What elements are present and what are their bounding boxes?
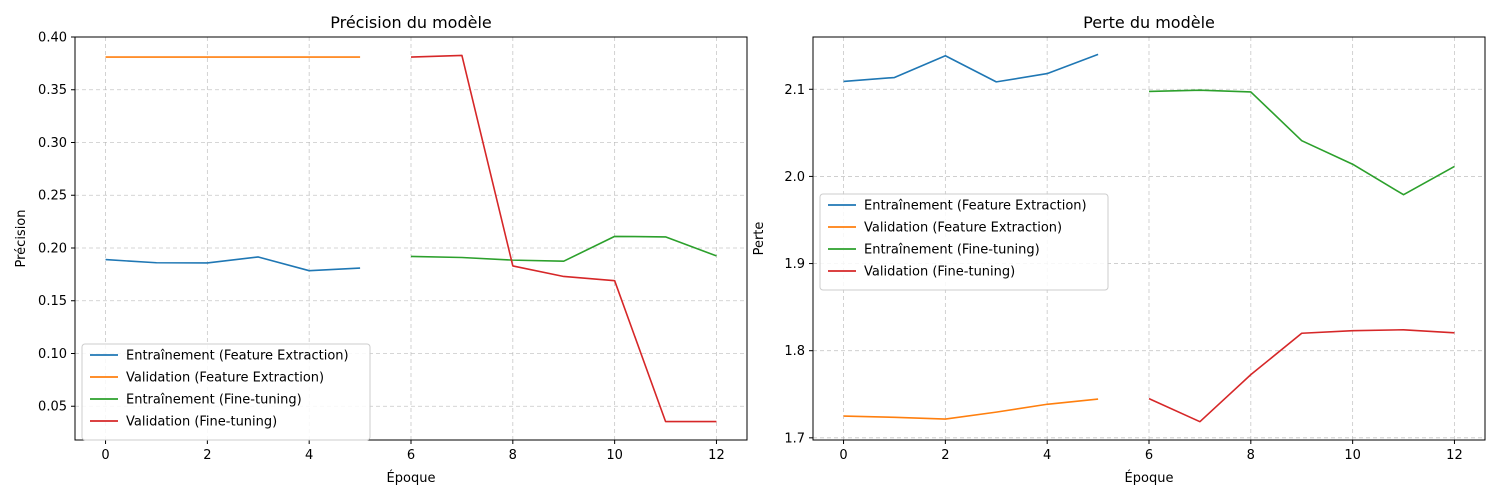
y-tick-label: 0.35 [38,83,67,98]
x-tick-label: 2 [941,448,949,463]
legend-label-2: Validation (Feature Extraction) [864,221,1062,236]
x-tick-label: 4 [305,448,313,463]
x-tick-label: 6 [1145,448,1153,463]
legend-label-3: Entraînement (Fine-tuning) [126,393,302,408]
y-tick-label: 0.10 [38,347,67,362]
legend-box [81,343,371,441]
chart-title: Perte du modèle [1083,13,1215,32]
legend-label-4: Validation (Fine-tuning) [126,415,277,430]
loss-chart: 0 2 4 6 8 10 12 1.7 1.8 1.9 2.0 2.1 Perte du modèle É… [752,13,1486,486]
series-line-1 [105,256,361,272]
series-line-3 [410,235,717,262]
legend-label-3: Entraînement (Fine-tuning) [864,243,1040,258]
legend-box [819,193,1109,291]
y-tick-label: 0.30 [38,136,67,151]
legend-label-1: Entraînement (Feature Extraction) [864,199,1087,214]
y-tick-label: 0.40 [38,31,67,46]
x-tick-label: 10 [606,448,623,463]
x-axis-label: Époque [1125,470,1174,486]
x-tick-label: 2 [203,448,211,463]
series-line-4 [410,54,717,423]
y-axis-label: Précision [14,209,29,267]
x-tick-label: 0 [839,448,847,463]
y-tick-label: 1.9 [784,257,805,272]
x-axis-label: Époque [387,470,436,486]
x-tick-label: 6 [407,448,415,463]
series-line-3 [1148,89,1455,196]
y-tick-label: 0.05 [38,400,67,415]
y-tick-label: 2.0 [784,170,805,185]
accuracy-chart: 0 2 4 6 8 10 12 0.05 0.10 0.15 0.20 0.25 0.30 0.35 0.4… [14,13,748,486]
legend-label-2: Validation (Feature Extraction) [126,371,324,386]
y-tick-label: 0.25 [38,189,67,204]
series-line-1 [843,53,1099,83]
series-line-2 [843,398,1099,420]
x-tick-label: 12 [708,448,725,463]
x-tick-label: 4 [1043,448,1051,463]
series-line-4 [1148,328,1455,423]
legend: Entraînement (Feature Extraction) Validat… [819,193,1109,291]
legend-label-1: Entraînement (Feature Extraction) [126,349,349,364]
x-tick-label: 8 [509,448,517,463]
y-tick-label: 1.7 [784,431,805,446]
y-tick-label: 0.15 [38,294,67,309]
x-tick-label: 10 [1344,448,1361,463]
x-tick-label: 0 [101,448,109,463]
chart-title: Précision du modèle [330,13,492,32]
y-tick-label: 1.8 [784,344,805,359]
legend-label-4: Validation (Fine-tuning) [864,265,1015,280]
legend: Entraînement (Feature Extraction) Validat… [81,343,371,441]
x-tick-label: 8 [1247,448,1255,463]
x-tick-label: 12 [1446,448,1463,463]
y-tick-label: 2.1 [784,83,805,98]
y-axis-label: Perte [752,222,767,256]
y-tick-label: 0.20 [38,241,67,256]
